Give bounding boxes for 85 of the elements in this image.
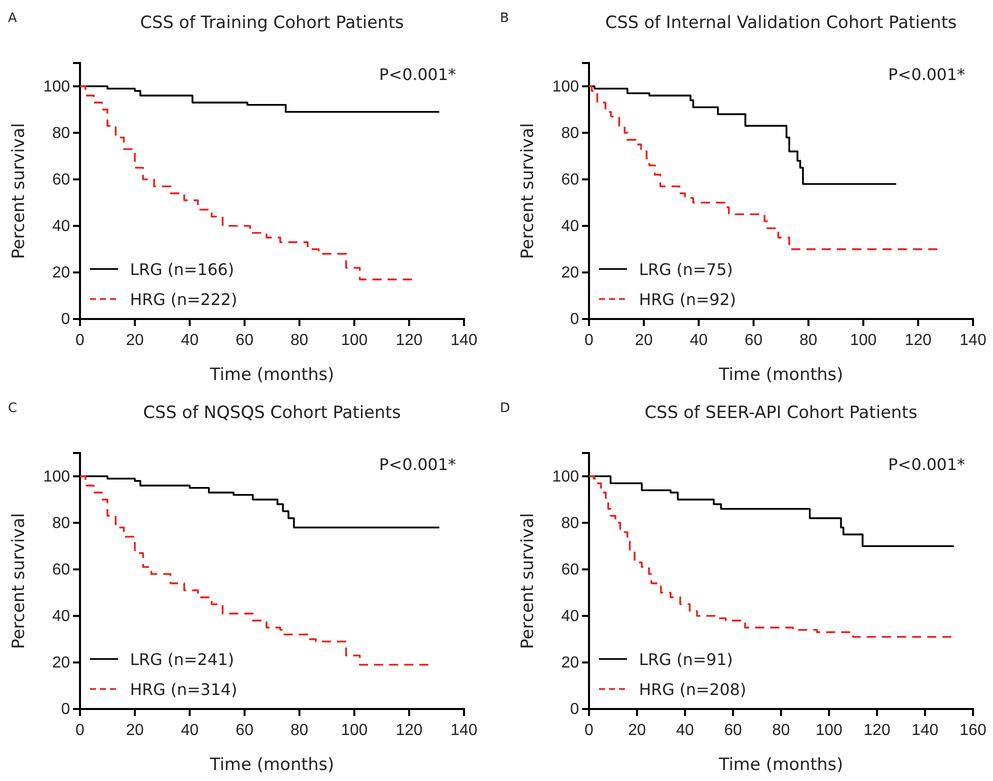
x-tick-label: 140	[450, 722, 478, 739]
legend-label: LRG (n=75)	[639, 260, 733, 279]
x-axis-title: Time (months)	[718, 755, 844, 775]
x-tick-label: 120	[864, 722, 890, 739]
x-tick-label: 160	[960, 722, 986, 739]
y-tick-label: 0	[570, 701, 580, 718]
x-tick-label: 40	[690, 332, 708, 349]
legend-label: HRG (n=208)	[639, 680, 746, 699]
y-tick-label: 20	[52, 654, 70, 672]
y-tick-label: 60	[561, 171, 580, 188]
x-tick-label: 60	[236, 722, 254, 739]
x-tick-label: 80	[800, 332, 818, 349]
x-tick-label: 60	[724, 722, 742, 739]
x-tick-label: 100	[816, 722, 842, 739]
y-tick-label: 80	[561, 124, 580, 142]
x-tick-label: 80	[772, 722, 790, 739]
chart-title: CSS of SEER-API Cohort Patients	[644, 403, 918, 423]
legend-label: HRG (n=92)	[639, 290, 736, 309]
x-tick-label: 0	[76, 722, 85, 739]
chart-title: CSS of NQSQS Cohort Patients	[143, 403, 401, 423]
legend-label: HRG (n=222)	[130, 290, 238, 309]
x-tick-label: 20	[634, 332, 653, 349]
x-tick-label: 40	[676, 722, 694, 739]
x-tick-label: 80	[290, 722, 308, 739]
text: B	[500, 11, 509, 26]
y-tick-label: 40	[561, 218, 580, 236]
x-axis-title: Time (months)	[208, 365, 334, 385]
y-tick-label: 0	[61, 311, 70, 328]
y-tick-label: 40	[52, 218, 70, 236]
x-axis-title: Time (months)	[718, 365, 844, 385]
y-tick-label: 40	[561, 608, 580, 626]
legend-label: LRG (n=166)	[130, 260, 234, 279]
annotation: P<0.001*	[888, 65, 965, 84]
chart-title: CSS of Training Cohort Patients	[140, 13, 404, 33]
y-tick-label: 40	[52, 608, 70, 626]
y-tick-label: 60	[52, 171, 70, 188]
text: D	[500, 401, 510, 416]
y-axis-title: Percent survival	[518, 513, 538, 649]
y-tick-label: 100	[552, 78, 580, 96]
x-tick-label: 140	[960, 332, 986, 349]
x-tick-label: 100	[340, 332, 368, 349]
x-tick-label: 140	[912, 722, 938, 739]
y-tick-label: 20	[52, 264, 70, 282]
y-tick-label: 80	[52, 514, 70, 532]
x-tick-label: 140	[450, 332, 478, 349]
y-tick-label: 0	[570, 311, 580, 328]
x-tick-label: 20	[126, 722, 144, 739]
y-axis-title: Percent survival	[518, 123, 538, 259]
y-tick-label: 100	[43, 468, 70, 486]
y-tick-label: 60	[561, 561, 580, 578]
y-tick-label: 20	[561, 264, 580, 282]
text: C	[8, 401, 18, 416]
x-tick-label: 20	[628, 722, 646, 739]
y-tick-label: 80	[561, 514, 580, 532]
annotation: P<0.001*	[379, 65, 456, 84]
x-axis-title: Time (months)	[208, 755, 334, 775]
y-tick-label: 20	[561, 654, 580, 672]
y-tick-label: 60	[52, 561, 70, 578]
chart-title: CSS of Internal Validation Cohort Patients	[605, 13, 957, 33]
text: A	[8, 11, 17, 26]
x-tick-label: 60	[236, 332, 254, 349]
x-tick-label: 100	[850, 332, 877, 349]
x-tick-label: 40	[180, 332, 199, 349]
x-tick-label: 100	[340, 722, 368, 739]
y-axis-title: Percent survival	[9, 123, 29, 259]
annotation: P<0.001*	[888, 455, 965, 474]
x-tick-label: 120	[396, 332, 423, 349]
annotation: P<0.001*	[379, 455, 456, 474]
x-tick-label: 0	[76, 332, 85, 349]
x-tick-label: 0	[584, 722, 594, 739]
x-tick-label: 80	[290, 332, 308, 349]
x-tick-label: 20	[126, 332, 144, 349]
x-tick-label: 40	[180, 722, 199, 739]
legend-label: HRG (n=314)	[130, 680, 238, 699]
x-tick-label: 120	[396, 722, 423, 739]
y-tick-label: 100	[43, 78, 70, 96]
y-tick-label: 100	[552, 468, 580, 486]
x-tick-label: 120	[904, 332, 932, 349]
x-tick-label: 0	[584, 332, 594, 349]
y-axis-title: Percent survival	[9, 513, 29, 649]
legend-label: LRG (n=91)	[639, 650, 733, 669]
x-tick-label: 60	[744, 332, 763, 349]
legend-label: LRG (n=241)	[130, 650, 234, 669]
y-tick-label: 0	[61, 701, 70, 718]
y-tick-label: 80	[52, 124, 70, 142]
